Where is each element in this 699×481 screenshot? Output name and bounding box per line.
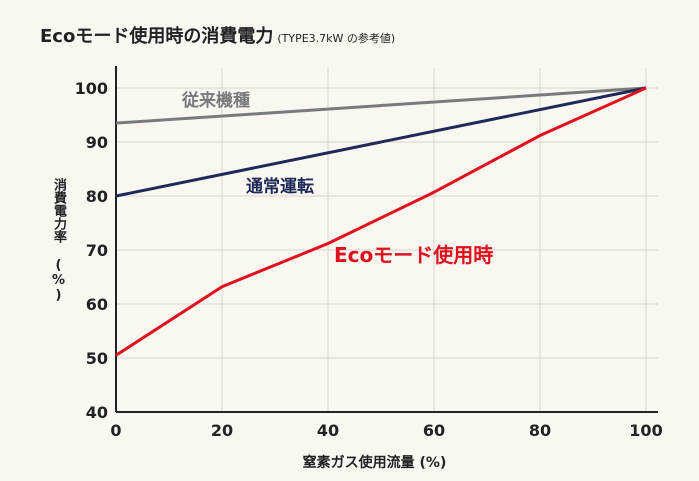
series-label: 通常運転: [246, 176, 314, 197]
y-tick-label: 60: [86, 295, 108, 314]
y-tick-label: 40: [86, 403, 108, 422]
chart-subtitle: (TYPE3.7kW の参考値): [277, 32, 396, 45]
y-tick-label: 80: [86, 187, 108, 206]
chart-title: Ecoモード使用時の消費電力 (TYPE3.7kW の参考値): [40, 22, 395, 48]
x-axis-label: 窒素ガス使用流量 (%): [302, 455, 447, 471]
series-eco-line: [115, 86, 647, 357]
y-tick-label: 70: [86, 241, 108, 260]
chart-title-text: Ecoモード使用時の消費電力: [40, 26, 274, 47]
x-tick-label: 80: [529, 421, 551, 440]
x-tick-label: 0: [110, 421, 121, 440]
y-tick-label: 50: [86, 349, 108, 368]
series-legacy-line: [115, 86, 647, 125]
x-tick-label: 100: [629, 421, 662, 440]
series-label: Ecoモード使用時: [334, 243, 493, 267]
x-tick-label: 40: [317, 421, 339, 440]
series-label: 従来機種: [181, 90, 250, 111]
x-tick-label: 20: [211, 421, 233, 440]
y-tick-label: 90: [86, 133, 108, 152]
series-normal-line: [115, 86, 647, 198]
x-tick-label: 60: [423, 421, 445, 440]
y-tick-label: 100: [75, 79, 108, 98]
y-axis-label: 消費電力率 (%): [51, 178, 66, 303]
